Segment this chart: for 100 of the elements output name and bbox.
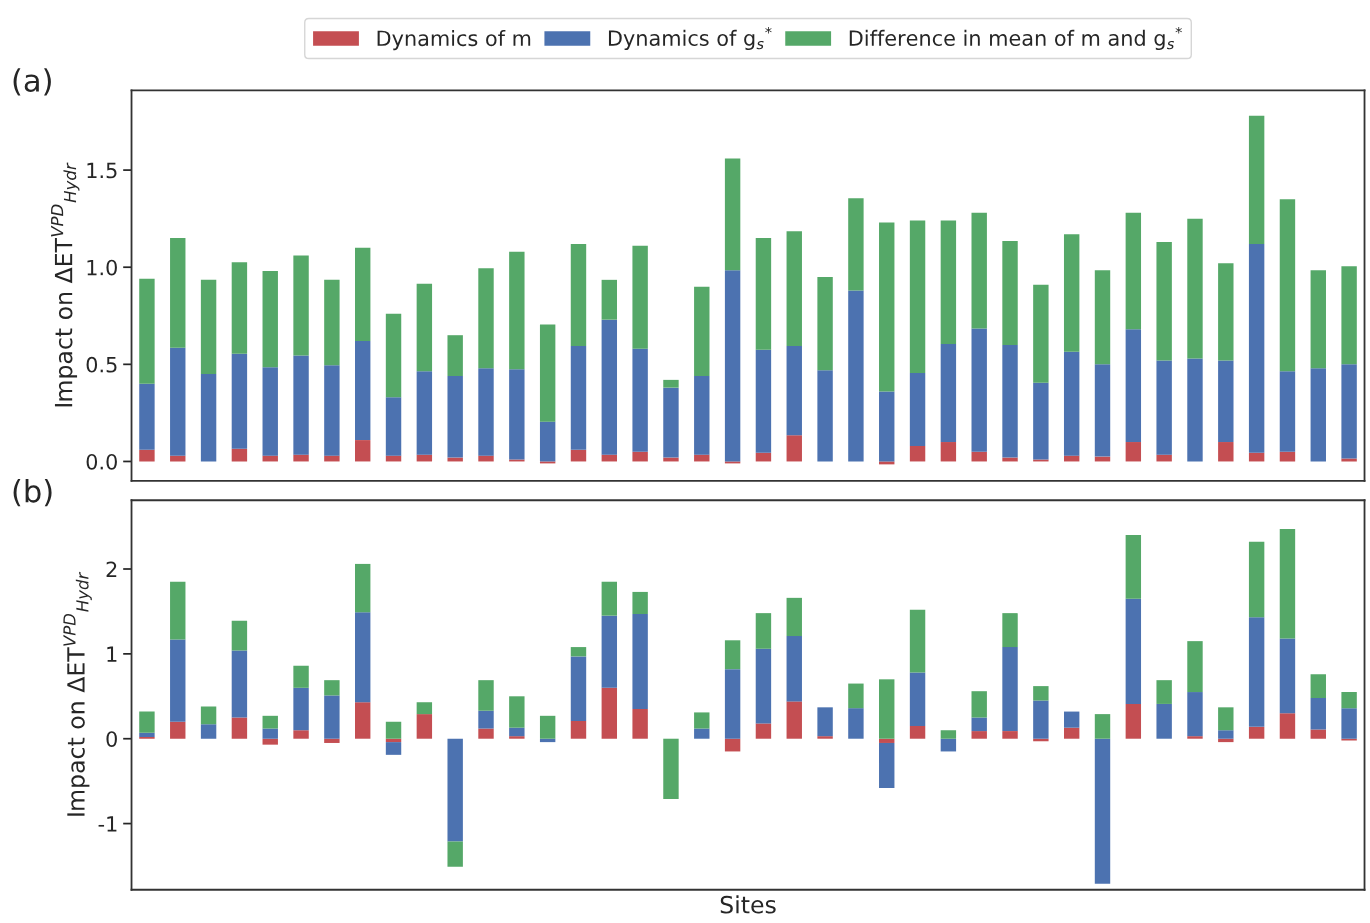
bar [416, 714, 433, 739]
bar [324, 279, 340, 366]
bar [293, 687, 309, 731]
bar [1248, 243, 1265, 453]
bar [694, 712, 710, 729]
bar [724, 640, 741, 670]
bar [231, 620, 248, 651]
bar [170, 721, 186, 739]
bar [971, 691, 987, 718]
bar [848, 290, 864, 462]
bar [848, 198, 864, 291]
bar [231, 717, 248, 739]
bar [879, 742, 895, 788]
bar [1063, 711, 1080, 728]
bar [447, 841, 463, 867]
bar [1310, 368, 1326, 462]
bar [1063, 727, 1080, 739]
bar [1187, 218, 1203, 359]
bar [262, 367, 278, 456]
bar [570, 720, 587, 739]
bar [1187, 358, 1203, 462]
bar [1310, 270, 1326, 369]
bar [447, 335, 463, 376]
bar [694, 375, 710, 455]
bar [940, 343, 957, 443]
bar [139, 449, 155, 462]
bar [724, 270, 741, 462]
bar [1218, 360, 1234, 443]
bar [539, 324, 556, 422]
bar [1094, 738, 1111, 884]
bar [1218, 738, 1234, 743]
bar [1094, 714, 1111, 739]
bar [139, 711, 155, 733]
bar [1279, 529, 1296, 639]
bar [663, 387, 679, 458]
y-tick-label: 1 [107, 646, 117, 662]
bar [355, 612, 371, 703]
bar [170, 639, 186, 722]
bar [971, 451, 987, 462]
bar [262, 271, 278, 368]
bar [1002, 344, 1018, 458]
bar [786, 701, 802, 739]
bar [1310, 729, 1326, 739]
bar [1125, 598, 1142, 704]
bar [1156, 360, 1172, 455]
bar [1248, 726, 1265, 739]
bar [786, 597, 802, 637]
bar [262, 738, 278, 745]
bar [539, 715, 556, 739]
bar [509, 736, 525, 739]
bar [909, 373, 926, 446]
bar [632, 245, 648, 349]
bar [262, 728, 278, 739]
bar [170, 581, 186, 640]
legend-label: Dynamics of g$_{s}$$^{*}$ [608, 26, 772, 51]
bar [293, 730, 309, 739]
bar [1248, 541, 1265, 618]
bar [1279, 638, 1296, 714]
bar [848, 683, 864, 709]
bar [139, 732, 155, 738]
x-axis-title: Sites [720, 895, 776, 914]
bar [1341, 364, 1357, 459]
bar [909, 609, 926, 673]
bar [1002, 613, 1018, 648]
text: (a) [13, 68, 51, 96]
bar [848, 708, 864, 739]
bar [1094, 364, 1111, 457]
y-tick-label: -1 [98, 816, 117, 832]
bar [1248, 617, 1265, 727]
bar [755, 648, 772, 724]
bar [539, 421, 556, 462]
bar [200, 279, 217, 375]
bar [231, 448, 248, 462]
bar [1033, 284, 1049, 383]
bar [200, 706, 217, 725]
bar [385, 313, 402, 398]
bar [200, 374, 217, 462]
bar [909, 672, 926, 726]
y-tick-label: 0 [106, 731, 117, 747]
bar [1279, 199, 1296, 372]
bar [1187, 641, 1203, 693]
bar [1125, 703, 1142, 739]
bar [663, 738, 679, 799]
bar [817, 707, 833, 737]
bar [1063, 351, 1080, 456]
bar [416, 371, 433, 455]
bar [1187, 736, 1203, 739]
bar [1279, 371, 1296, 452]
y-tick-label: 1.0 [87, 259, 117, 276]
bar [1310, 674, 1326, 698]
bar [971, 328, 987, 452]
bar [1156, 680, 1172, 704]
bar [262, 715, 278, 729]
bar [632, 591, 648, 614]
bar [200, 724, 217, 739]
bar [1341, 692, 1357, 709]
bar [1341, 708, 1357, 739]
bar [601, 687, 618, 739]
bar [478, 368, 494, 456]
bar [879, 222, 895, 392]
